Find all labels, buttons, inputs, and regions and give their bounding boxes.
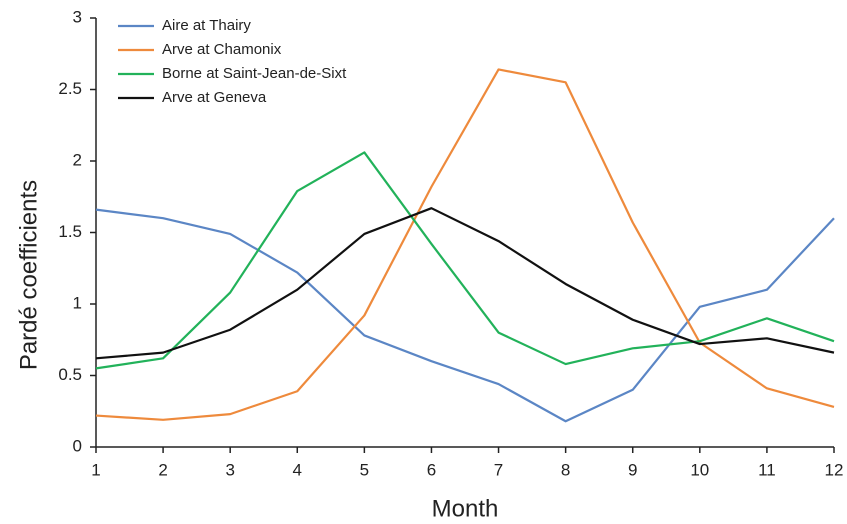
x-tick-label: 2 bbox=[158, 460, 167, 479]
x-tick-label: 6 bbox=[427, 460, 436, 479]
y-tick-label: 2.5 bbox=[58, 79, 82, 98]
x-tick-label: 5 bbox=[360, 460, 369, 479]
legend-text: Aire at Thairy bbox=[162, 17, 251, 34]
x-tick-label: 3 bbox=[225, 460, 234, 479]
legend-text: Arve at Chamonix bbox=[162, 41, 282, 58]
legend-text: Borne at Saint-Jean-de-Sixt bbox=[162, 65, 347, 82]
y-axis-title: Pardé coefficients bbox=[15, 180, 42, 370]
x-tick-label: 1 bbox=[91, 460, 100, 479]
x-tick-label: 10 bbox=[690, 460, 709, 479]
x-axis-title: Month bbox=[432, 495, 499, 522]
series-line bbox=[95, 207, 835, 360]
series-line bbox=[95, 68, 835, 421]
x-tick-label: 9 bbox=[628, 460, 637, 479]
y-tick-label: 2 bbox=[73, 150, 82, 169]
series-line bbox=[95, 208, 835, 423]
x-tick-label: 11 bbox=[758, 460, 776, 479]
y-tick-label: 0.5 bbox=[58, 365, 82, 384]
x-tick-label: 7 bbox=[494, 460, 503, 479]
series-line bbox=[95, 151, 835, 370]
y-tick-label: 0 bbox=[73, 436, 82, 455]
x-tick-label: 4 bbox=[293, 460, 302, 479]
x-tick-label: 8 bbox=[561, 460, 570, 479]
y-tick-label: 1 bbox=[73, 293, 82, 312]
y-tick-label: 1.5 bbox=[58, 222, 82, 241]
x-tick-label: 12 bbox=[825, 460, 844, 479]
y-tick-label: 3 bbox=[73, 7, 82, 26]
legend-text: Arve at Geneva bbox=[162, 89, 267, 106]
